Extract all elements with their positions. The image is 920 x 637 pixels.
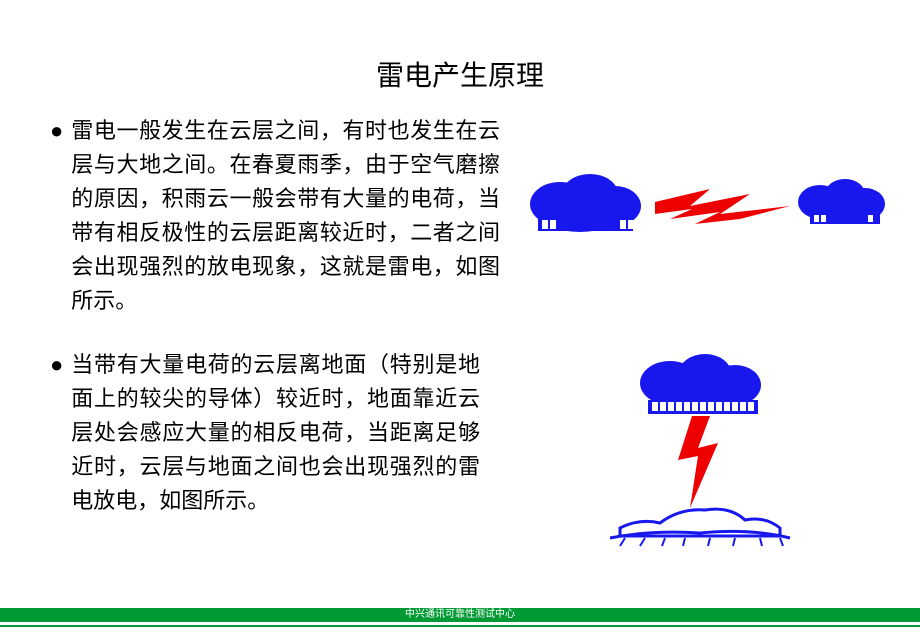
footer-underline — [0, 625, 920, 627]
ground-icon — [610, 509, 790, 546]
cloud-top-icon — [640, 354, 761, 414]
lightning-bolt-down-icon — [678, 416, 718, 508]
row-2: ● 当带有大量电荷的云层离地面（特别是地面上的较尖的导体）较近时，地面靠近云层处… — [50, 348, 890, 548]
slide-title: 雷电产生原理 — [0, 0, 920, 114]
row-1: ● 雷电一般发生在云层之间，有时也发生在云层与大地之间。在春夏雨季，由于空气磨擦… — [50, 114, 890, 318]
illustration-cloud-to-cloud — [520, 164, 890, 264]
text-block-1: ● 雷电一般发生在云层之间，有时也发生在云层与大地之间。在春夏雨季，由于空气磨擦… — [50, 114, 500, 318]
cloud-left-icon — [530, 174, 641, 232]
cloud-right-icon — [798, 179, 885, 224]
illustration-cloud-to-ground — [570, 348, 830, 548]
lightning-bolt-icon — [655, 189, 790, 224]
paragraph-2: 当带有大量电荷的云层离地面（特别是地面上的较尖的导体）较近时，地面靠近云层处会感… — [71, 348, 480, 518]
footer-bar: 中兴通讯可靠性测试中心 — [0, 608, 920, 622]
paragraph-1: 雷电一般发生在云层之间，有时也发生在云层与大地之间。在春夏雨季，由于空气磨擦的原… — [71, 114, 500, 318]
text-block-2: ● 当带有大量电荷的云层离地面（特别是地面上的较尖的导体）较近时，地面靠近云层处… — [50, 348, 480, 518]
content-area: ● 雷电一般发生在云层之间，有时也发生在云层与大地之间。在春夏雨季，由于空气磨擦… — [0, 114, 920, 578]
bullet-icon: ● — [50, 114, 63, 148]
bullet-icon: ● — [50, 348, 63, 382]
